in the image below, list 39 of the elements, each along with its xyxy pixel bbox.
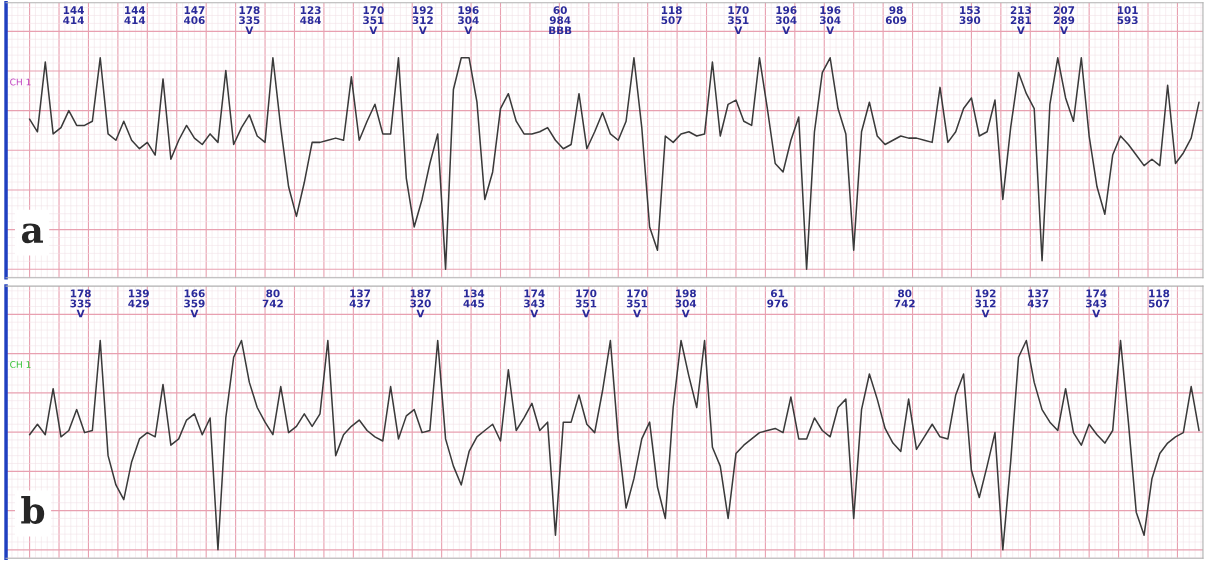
text: 196 304 V — [776, 6, 797, 35]
annotation: b — [21, 496, 45, 524]
text: 196 304 V — [458, 6, 479, 35]
text: 144 414 — [63, 6, 84, 24]
text: 139 429 — [128, 289, 149, 308]
text: 147 406 — [184, 6, 205, 25]
text: 170 351 V — [626, 289, 648, 318]
text: 178 335 V — [239, 6, 260, 35]
text: 134 445 — [463, 289, 485, 308]
text: 153 390 — [959, 6, 981, 25]
text: 101 593 — [1117, 6, 1138, 25]
text: 192 312 V — [975, 289, 996, 318]
annotation: CH 1 — [10, 78, 31, 86]
text: 144 414 — [124, 6, 146, 24]
text: 80 742 — [894, 289, 915, 308]
text: 123 484 — [300, 6, 321, 25]
text: 60 984 BBB — [549, 6, 572, 35]
text: 118 507 — [661, 6, 682, 25]
text: 174 343 V — [1086, 289, 1107, 318]
text: 61 976 — [767, 289, 788, 308]
text: 178 335 V — [70, 289, 91, 318]
text: 207 289 V — [1053, 6, 1075, 35]
text: 118 507 — [1148, 289, 1170, 308]
text: 198 304 V — [675, 289, 697, 318]
text: 80 742 — [262, 289, 283, 308]
text: 170 351 V — [575, 289, 597, 318]
annotation: CH 1 — [10, 361, 31, 368]
text: 98 609 — [885, 6, 907, 25]
text: 166 359 V — [184, 289, 205, 318]
text: 170 351 V — [728, 6, 749, 35]
text: 192 312 V — [412, 6, 433, 35]
text: 137 437 — [1027, 289, 1049, 308]
annotation: a — [21, 223, 43, 244]
text: 174 343 V — [524, 289, 545, 318]
text: 213 281 V — [1010, 6, 1032, 35]
text: 137 437 — [349, 289, 371, 308]
text: 170 351 V — [363, 6, 384, 35]
text: 196 304 V — [819, 6, 841, 35]
text: 187 320 V — [410, 289, 431, 318]
